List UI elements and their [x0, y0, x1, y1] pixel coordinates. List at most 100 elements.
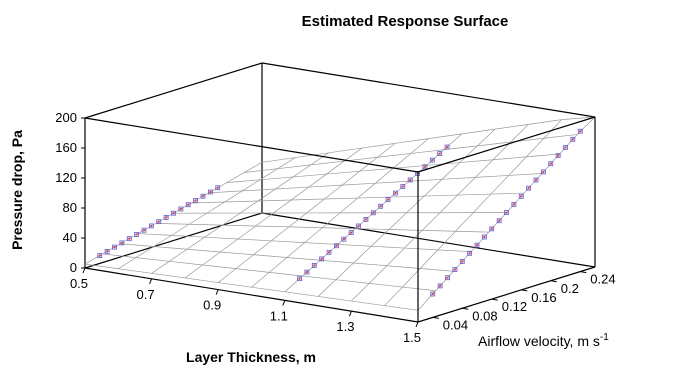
- data-point-mark-1-2: [313, 264, 316, 267]
- y-tick-label-4: 0.2: [561, 281, 579, 296]
- data-point-mark-2-6: [475, 243, 479, 247]
- data-point-mark-1-11: [379, 205, 382, 208]
- data-point-mark-1-20: [445, 145, 449, 149]
- data-point-2-3: [452, 267, 458, 272]
- data-point-mark-0-0: [98, 254, 101, 257]
- data-point-1-6: [341, 236, 347, 242]
- data-point-mark-1-6: [342, 237, 345, 241]
- plot-box-front: [84, 116, 596, 322]
- y-tick-label-0: 0.04: [443, 317, 468, 332]
- data-point-mark-2-1: [438, 284, 442, 288]
- y-axis-label-text: Airflow velocity, m s: [478, 333, 600, 349]
- data-point-mark-0-14: [201, 195, 205, 198]
- data-point-2-9: [496, 218, 502, 224]
- surface-line-y-2: [120, 243, 454, 272]
- data-point-0-8: [156, 219, 162, 225]
- data-point-1-10: [370, 210, 376, 216]
- data-point-mark-0-6: [142, 228, 146, 232]
- data-point-mark-0-12: [187, 203, 190, 206]
- data-point-2-6: [474, 242, 480, 248]
- data-point-mark-2-20: [579, 129, 582, 133]
- data-point-mark-1-18: [431, 158, 434, 162]
- surface-line-y-0: [84, 263, 419, 311]
- data-point-mark-1-17: [423, 165, 427, 168]
- z-axis-ticks: 0 40 80 120 160 200: [55, 110, 85, 275]
- y-tick-mark-5: [580, 271, 587, 274]
- data-point-2-15: [540, 169, 546, 175]
- floor-edge-right: [417, 266, 596, 323]
- data-point-mark-2-15: [542, 170, 545, 174]
- data-point-1-1: [304, 269, 310, 275]
- x-tick-mark-3: [282, 300, 286, 306]
- surface-line-y-6: [191, 192, 525, 204]
- data-point-0-5: [134, 232, 140, 237]
- chart-title: Estimated Response Surface: [302, 13, 509, 30]
- data-point-mark-1-9: [364, 218, 368, 221]
- data-point-mark-1-19: [438, 152, 441, 155]
- data-point-1-4: [326, 249, 332, 255]
- data-point-mark-1-13: [394, 191, 397, 195]
- box-edge-front-0: [84, 117, 419, 173]
- data-point-0-2: [112, 244, 117, 250]
- data-point-1-2: [311, 263, 317, 268]
- z-tick-label-3: 120: [55, 170, 77, 185]
- data-point-mark-2-3: [453, 268, 457, 271]
- data-point-mark-0-1: [105, 250, 109, 253]
- data-point-0-7: [148, 223, 154, 229]
- data-point-2-8: [489, 226, 495, 232]
- data-point-0-13: [193, 198, 199, 203]
- x-tick-label-4: 1.3: [336, 319, 354, 334]
- y-axis-label-sup: -1: [600, 332, 609, 343]
- floor-edge-front: [84, 267, 419, 323]
- data-point-0-6: [141, 227, 147, 233]
- data-point-mark-1-15: [408, 178, 412, 182]
- data-point-2-11: [511, 202, 517, 207]
- x-tick-mark-2: [215, 289, 219, 295]
- data-point-2-18: [563, 145, 568, 150]
- x-tick-label-5: 1.5: [403, 330, 421, 345]
- data-point-1-11: [378, 203, 384, 209]
- data-point-0-10: [171, 210, 176, 216]
- x-tick-label-2: 0.9: [203, 298, 221, 313]
- data-point-1-12: [385, 197, 391, 203]
- data-point-1-15: [407, 177, 413, 183]
- x-tick-label-3: 1.1: [270, 308, 288, 323]
- data-point-2-16: [548, 161, 554, 167]
- surface-line-y-10: [261, 116, 596, 163]
- data-point-mark-0-3: [120, 241, 124, 245]
- data-point-1-13: [393, 190, 398, 196]
- data-point-mark-2-12: [520, 195, 523, 198]
- data-point-mark-1-0: [298, 277, 301, 280]
- data-point-mark-2-0: [431, 292, 434, 296]
- data-point-0-3: [119, 240, 125, 246]
- data-point-mark-1-1: [305, 270, 309, 274]
- z-tick-label-1: 40: [63, 230, 77, 245]
- z-tick-label-2: 80: [63, 200, 77, 215]
- box-edge-front-1: [417, 116, 596, 173]
- data-point-mark-2-10: [505, 211, 508, 214]
- data-point-mark-0-11: [179, 207, 183, 211]
- data-point-mark-2-7: [483, 235, 486, 239]
- data-points: [97, 128, 583, 297]
- response-surface: [84, 116, 596, 311]
- box-edge-back-4: [261, 62, 596, 118]
- data-point-mark-2-18: [564, 146, 567, 149]
- surface-line-y-5: [173, 212, 507, 214]
- y-tick-label-3: 0.16: [531, 290, 556, 305]
- y-tick-mark-3: [521, 289, 528, 292]
- data-point-1-7: [348, 230, 354, 235]
- z-tick-label-0: 0: [70, 260, 77, 275]
- box-edge-back-3: [84, 62, 263, 119]
- data-point-mark-0-2: [113, 245, 116, 249]
- data-point-mark-2-2: [446, 276, 449, 279]
- data-point-2-4: [459, 259, 465, 264]
- data-point-mark-2-4: [461, 260, 464, 263]
- data-point-mark-1-8: [357, 224, 360, 228]
- x-tick-mark-5: [415, 321, 419, 328]
- data-point-2-5: [467, 250, 473, 256]
- data-point-mark-0-8: [157, 220, 160, 223]
- z-axis-label: Pressure drop, Pa: [9, 130, 25, 250]
- data-point-1-18: [429, 157, 435, 163]
- data-point-0-9: [163, 215, 169, 220]
- data-point-mark-2-16: [549, 162, 552, 165]
